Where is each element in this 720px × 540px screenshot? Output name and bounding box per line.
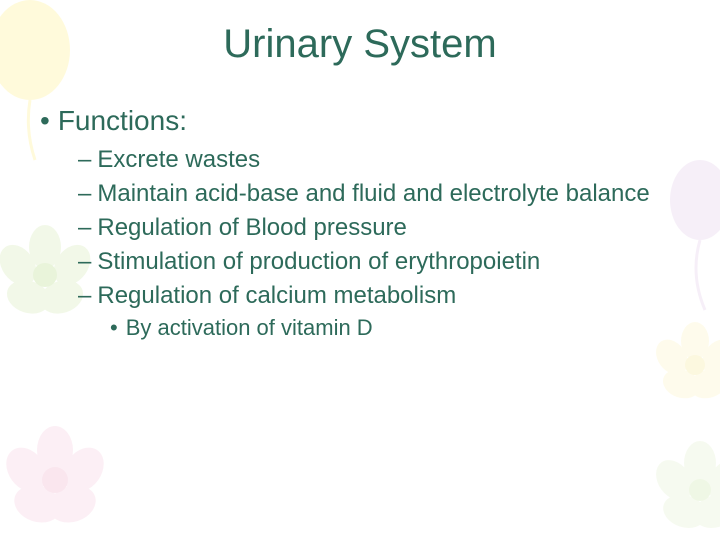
bullet-text: Functions:: [58, 105, 187, 137]
bullet-icon: •: [40, 105, 50, 137]
bullet-level2: – Stimulation of production of erythropo…: [78, 247, 680, 277]
dash-icon: –: [78, 145, 91, 175]
dash-icon: –: [78, 281, 91, 311]
dash-icon: –: [78, 213, 91, 243]
bullet-level1: • Functions:: [40, 105, 680, 137]
bullet-level2: – Maintain acid-base and fluid and elect…: [78, 179, 680, 209]
dash-icon: –: [78, 247, 91, 277]
slide-body: • Functions: – Excrete wastes – Maintain…: [40, 105, 680, 341]
slide: Urinary System • Functions: – Excrete wa…: [0, 0, 720, 540]
bullet-level2: – Regulation of Blood pressure: [78, 213, 680, 243]
dash-icon: –: [78, 179, 91, 209]
bullet-text: Regulation of Blood pressure: [97, 213, 407, 243]
bullet-text: Regulation of calcium metabolism: [97, 281, 456, 311]
bullet-text: Stimulation of production of erythropoie…: [97, 247, 540, 277]
bullet-level2: – Excrete wastes: [78, 145, 680, 175]
bullet-icon: •: [110, 315, 118, 341]
bullet-text: Excrete wastes: [97, 145, 260, 175]
bullet-text: Maintain acid-base and fluid and electro…: [97, 179, 649, 209]
bullet-level2: – Regulation of calcium metabolism: [78, 281, 680, 311]
bullet-text: By activation of vitamin D: [126, 315, 373, 341]
slide-title: Urinary System: [0, 22, 720, 67]
bullet-level3: • By activation of vitamin D: [110, 315, 680, 341]
